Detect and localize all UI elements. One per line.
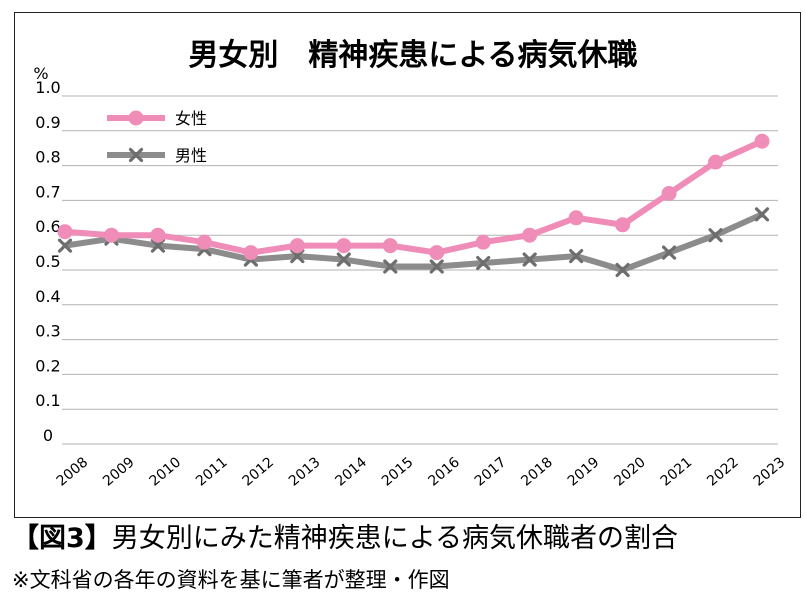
x-marker-stroke	[290, 248, 305, 264]
data-point-female	[522, 227, 538, 243]
figure-label: 【図3】	[12, 523, 112, 554]
x-tick-label: 2021	[658, 454, 696, 489]
series-layer	[57, 133, 770, 278]
y-tick-label: 0.1	[35, 391, 60, 410]
y-tick-label: 0.7	[35, 182, 60, 201]
y-tick-label: 0.3	[35, 322, 60, 341]
data-point-male	[661, 245, 677, 260]
data-point-female	[150, 227, 166, 243]
source-note: ※文科省の各年の資料を基に筆者が整理・作図	[12, 568, 450, 592]
data-point-male	[290, 248, 305, 264]
data-point-female	[57, 224, 73, 240]
x-marker-stroke	[476, 255, 491, 271]
x-tick-label: 2020	[611, 454, 649, 489]
x-marker-stroke	[569, 248, 584, 264]
data-point-male	[754, 207, 770, 222]
x-marker-stroke	[429, 259, 444, 274]
data-point-male	[57, 238, 73, 253]
x-tick-label: 2022	[704, 454, 742, 489]
x-tick-label: 2008	[54, 454, 92, 489]
y-tick-label: 0	[43, 426, 53, 445]
data-point-female	[475, 234, 491, 250]
x-tick-label: 2019	[565, 454, 603, 489]
data-point-female	[336, 238, 352, 254]
figure-caption: 【図3】男女別にみた精神疾患による病気休職者の割合	[12, 522, 678, 556]
data-point-female	[615, 217, 631, 233]
x-marker-stroke	[336, 252, 351, 267]
legend-marker-male	[128, 147, 144, 163]
x-tick-label: 2018	[518, 454, 556, 489]
legend-label: 男性	[175, 146, 207, 165]
data-point-female	[243, 245, 259, 261]
y-axis-ticks: 0 0.1 0.2 0.3 0.4 0.5 0.6 0.7 0.8 0.9 1.0	[35, 78, 60, 445]
x-tick-label: 2013	[286, 454, 324, 489]
x-tick-label: 2014	[332, 454, 370, 489]
data-point-female	[661, 185, 677, 201]
x-marker-stroke	[522, 252, 537, 267]
x-tick-label: 2023	[751, 454, 789, 489]
data-point-male	[708, 228, 723, 243]
y-axis-unit: %	[33, 64, 48, 83]
gridlines	[62, 95, 778, 445]
y-tick-label: 0.2	[35, 356, 60, 375]
data-point-female	[382, 238, 398, 254]
data-point-male	[150, 238, 166, 253]
x-marker-stroke	[57, 238, 73, 253]
x-axis-ticks: 2008 2009 2010 2011 2012 2013 2014 2015 2016 2017…	[54, 454, 789, 489]
series-line-female	[64, 138, 764, 256]
line-chart: 男女別 精神疾患による病気休職 % 0 0.1 0.2 0.3 0.4 0.5 0.6 0.7…	[33, 38, 789, 490]
y-tick-label: 0.6	[35, 217, 60, 236]
data-point-female	[754, 133, 770, 149]
x-tick-label: 2009	[100, 454, 138, 489]
x-tick-label: 2012	[240, 454, 278, 489]
x-marker-stroke	[150, 238, 166, 253]
x-marker-stroke	[383, 259, 398, 274]
chart-title: 男女別 精神疾患による病気休職	[188, 38, 637, 73]
legend-label: 女性	[175, 109, 207, 128]
data-point-male	[336, 252, 351, 267]
x-marker-stroke	[708, 228, 723, 243]
data-point-female	[429, 245, 445, 261]
chart-frame: 男女別 精神疾患による病気休職 % 0 0.1 0.2 0.3 0.4 0.5 0.6 0.7…	[14, 12, 801, 518]
data-point-female	[196, 234, 212, 250]
x-tick-label: 2011	[193, 454, 231, 489]
x-marker-stroke	[661, 245, 677, 260]
y-tick-label: 0.8	[35, 148, 60, 167]
data-point-male	[569, 248, 584, 264]
data-point-female	[568, 210, 584, 226]
y-tick-label: 0.9	[35, 113, 60, 132]
y-tick-label: 0.5	[35, 252, 60, 271]
data-point-female	[289, 238, 305, 254]
data-point-female	[103, 227, 119, 243]
data-point-male	[383, 259, 398, 274]
x-tick-label: 2010	[147, 454, 185, 489]
data-point-male	[429, 259, 444, 274]
data-point-male	[476, 255, 491, 271]
data-point-female	[708, 154, 724, 170]
y-tick-label: 1.0	[35, 78, 60, 97]
x-marker-stroke	[128, 147, 144, 163]
x-tick-label: 2016	[425, 454, 463, 489]
figure-caption-text: 男女別にみた精神疾患による病気休職者の割合	[111, 523, 678, 554]
y-tick-label: 0.4	[35, 287, 60, 306]
series-line-male	[64, 211, 764, 273]
x-marker-stroke	[754, 207, 770, 222]
x-tick-label: 2015	[379, 454, 417, 489]
x-marker-stroke	[615, 262, 630, 278]
data-point-male	[615, 262, 630, 278]
x-tick-label: 2017	[472, 454, 510, 489]
legend-marker-female	[128, 110, 144, 126]
data-point-male	[522, 252, 537, 267]
